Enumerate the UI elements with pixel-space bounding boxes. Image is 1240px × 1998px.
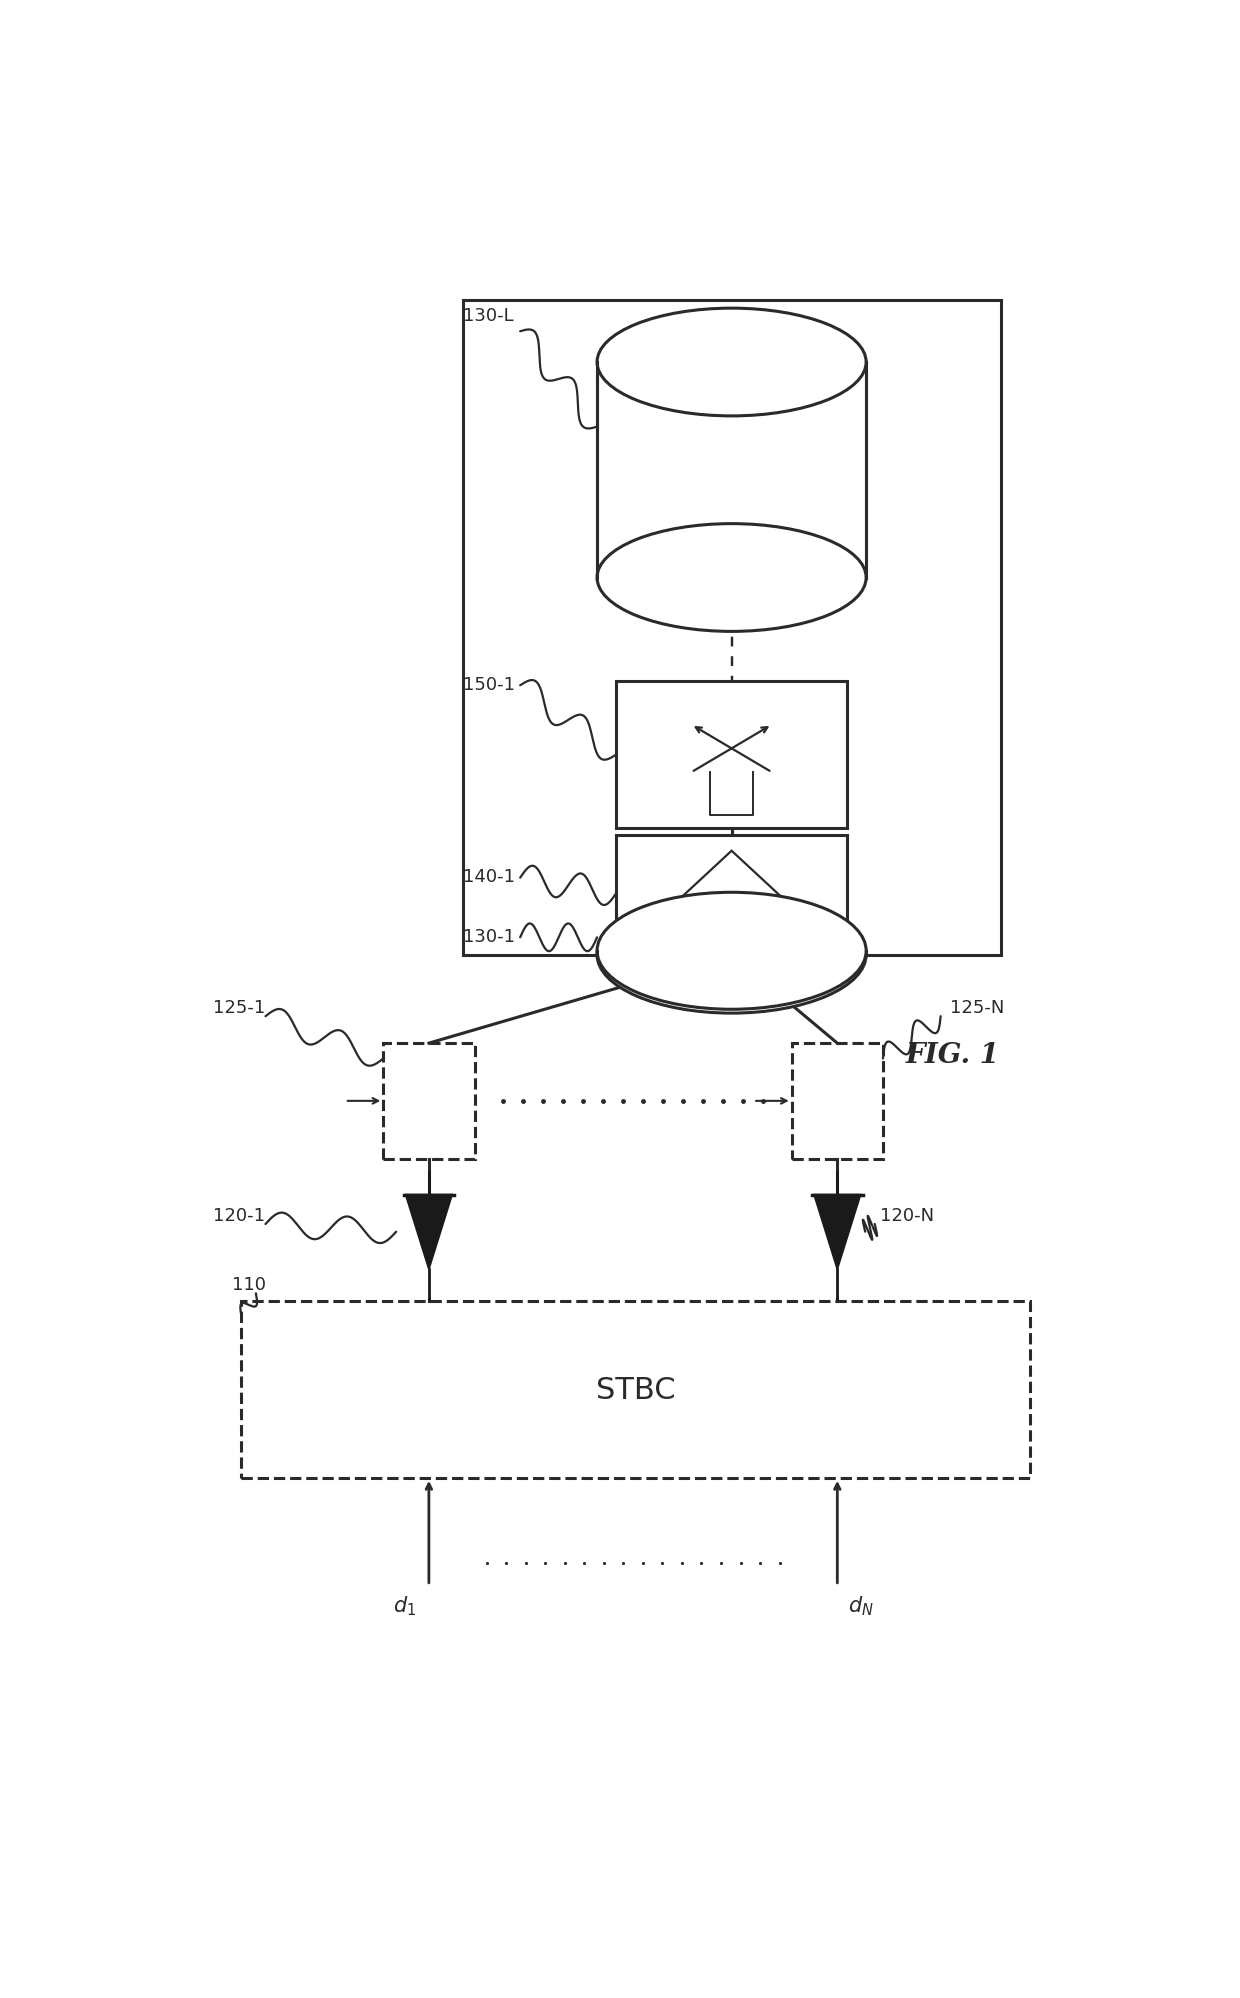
Text: 130-L: 130-L: [463, 306, 513, 324]
Bar: [242, 1301, 1029, 1479]
Polygon shape: [596, 951, 866, 955]
Polygon shape: [405, 1195, 451, 1269]
Polygon shape: [596, 364, 866, 577]
Text: $d_1$: $d_1$: [393, 1594, 417, 1616]
Ellipse shape: [596, 893, 867, 1009]
Text: 130-1: 130-1: [463, 927, 515, 945]
Text: 120-N: 120-N: [879, 1207, 934, 1225]
Polygon shape: [815, 1195, 861, 1269]
Text: FIG. 1: FIG. 1: [905, 1041, 999, 1069]
Bar: [791, 1043, 883, 1159]
Text: STBC: STBC: [595, 1375, 676, 1405]
Ellipse shape: [596, 897, 867, 1013]
Text: 125-N: 125-N: [950, 999, 1004, 1017]
Bar: [616, 681, 847, 829]
Text: 140-1: 140-1: [463, 867, 515, 885]
Text: 150-1: 150-1: [463, 675, 515, 693]
Ellipse shape: [596, 310, 867, 418]
Ellipse shape: [596, 523, 867, 631]
Bar: [383, 1043, 475, 1159]
Bar: [463, 302, 1001, 955]
Text: 125-1: 125-1: [213, 999, 265, 1017]
Bar: [616, 835, 847, 951]
Text: 110: 110: [232, 1275, 265, 1293]
Text: $d_N$: $d_N$: [848, 1594, 874, 1616]
Text: 120-1: 120-1: [213, 1207, 264, 1225]
